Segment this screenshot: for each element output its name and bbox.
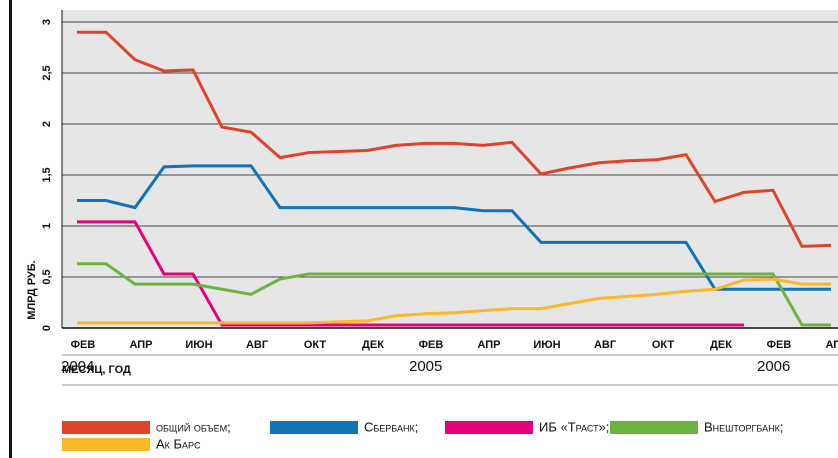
x-tick-label: ОКТ bbox=[304, 339, 327, 351]
x-tick-label: ДЕК bbox=[362, 339, 384, 351]
y-tick-label: 2 bbox=[41, 121, 53, 127]
legend-swatch bbox=[445, 421, 533, 434]
legend-swatch bbox=[610, 421, 698, 434]
x-tick-label: АПР bbox=[129, 339, 152, 351]
year-label: 2006 bbox=[757, 358, 790, 375]
legend-label: Ак Барс bbox=[156, 436, 201, 451]
legend-swatch bbox=[62, 438, 150, 451]
legend-label: ИБ «Траст»; bbox=[539, 419, 609, 434]
y-tick-label: 0,5 bbox=[41, 269, 53, 284]
y-tick-label: 3 bbox=[41, 19, 53, 25]
legend-swatch bbox=[270, 421, 358, 434]
y-tick-label: 2,5 bbox=[41, 65, 53, 80]
y-label: МЛРД РУБ. bbox=[26, 260, 38, 319]
x-tick-label: АВГ bbox=[594, 339, 617, 351]
x-tick-label: ФЕВ bbox=[419, 339, 444, 351]
line bbox=[77, 277, 831, 325]
line bbox=[77, 262, 831, 327]
x-tick-label: АПР bbox=[825, 339, 838, 351]
year-label: 2004 bbox=[61, 358, 94, 375]
x-tick-label: ИЮН bbox=[185, 339, 212, 351]
plot-bg bbox=[62, 10, 838, 328]
y-tick-label: 0 bbox=[41, 325, 53, 331]
side-bar bbox=[9, 0, 12, 458]
legend-label: Сбербанк; bbox=[364, 419, 418, 434]
line bbox=[77, 30, 832, 248]
line bbox=[77, 220, 744, 327]
y-tick-label: 1 bbox=[41, 223, 53, 229]
legend-label: общий объем; bbox=[156, 419, 231, 434]
x-tick-label: ДЕК bbox=[710, 339, 732, 351]
x-tick-label: АПР bbox=[477, 339, 500, 351]
x-tick-label: ИЮН bbox=[533, 339, 560, 351]
x-tick-label: АВГ bbox=[246, 339, 269, 351]
year-label: 2005 bbox=[409, 358, 442, 375]
x-label: МЕСЯЦ, ГОД bbox=[62, 364, 131, 376]
x-tick-label: ФЕВ bbox=[767, 339, 792, 351]
legend-label: Внешторгбанк; bbox=[704, 419, 783, 434]
x-tick-label: ФЕВ bbox=[71, 339, 96, 351]
x-tick-label: ОКТ bbox=[652, 339, 675, 351]
legend-swatch bbox=[62, 421, 150, 434]
y-tick-label: 1,5 bbox=[41, 167, 53, 182]
